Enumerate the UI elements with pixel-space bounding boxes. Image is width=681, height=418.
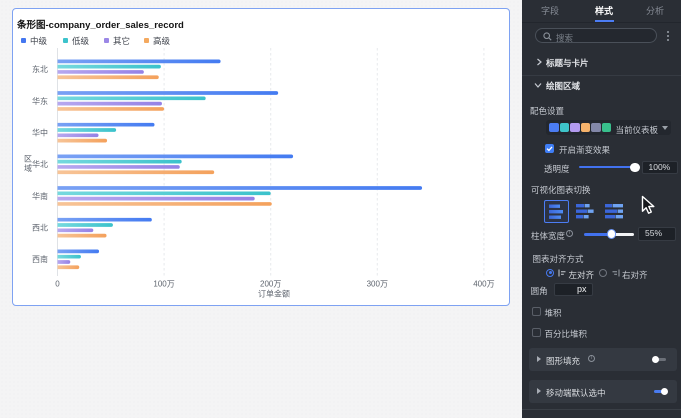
svg-text:300万: 300万 <box>367 280 388 289</box>
svg-text:订单金额: 订单金额 <box>258 289 290 299</box>
svg-text:100万: 100万 <box>153 280 174 289</box>
svg-text:华南: 华南 <box>32 191 48 201</box>
svg-text:区: 区 <box>24 155 32 164</box>
svg-text:0: 0 <box>55 280 60 289</box>
svg-text:东北: 东北 <box>32 64 48 74</box>
svg-text:400万: 400万 <box>473 280 494 289</box>
svg-text:华东: 华东 <box>32 96 48 106</box>
svg-text:西南: 西南 <box>32 254 48 264</box>
svg-text:华北: 华北 <box>32 159 48 169</box>
svg-text:域: 域 <box>24 163 32 173</box>
svg-text:200万: 200万 <box>260 280 281 289</box>
svg-text:西北: 西北 <box>32 224 48 233</box>
svg-text:华中: 华中 <box>32 127 48 137</box>
